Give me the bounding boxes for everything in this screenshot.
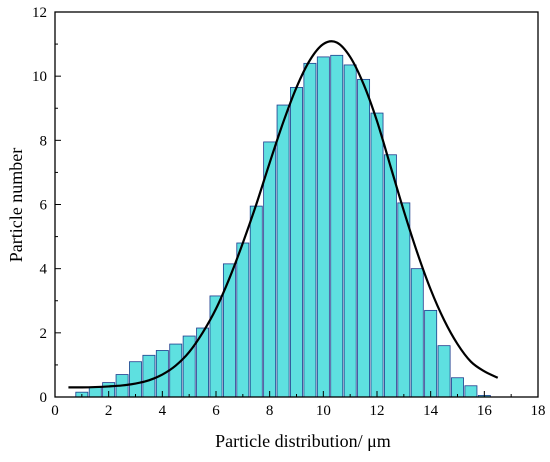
x-tick-label: 14 [423,403,439,419]
histogram-bar [397,202,411,398]
x-tick-label: 0 [51,403,59,419]
y-axis-ticks: 0 2 4 6 8 10 12 [32,5,61,406]
x-axis-ticks: 0 2 4 6 8 10 12 14 16 18 [51,391,546,419]
fit-curve [68,40,499,389]
histogram-bar [249,205,263,398]
histogram-bar [263,141,277,398]
histogram-bar [142,354,156,398]
histogram-bars [75,54,491,398]
histogram-bar [88,386,102,398]
y-tick-label: 8 [40,133,48,149]
histogram-bar [370,112,384,398]
histogram-bar [316,56,330,398]
histogram-bar [169,343,183,398]
y-tick-label: 4 [40,262,48,278]
histogram-bar [357,78,371,398]
histogram-bar [236,242,250,398]
histogram-bar [383,154,397,398]
histogram-bar [290,86,303,398]
x-tick-label: 4 [159,403,167,419]
y-axis-label: Particle number [6,148,26,262]
histogram-bar [424,309,438,398]
histogram-bar [343,64,357,398]
x-axis-label: Particle distribution/ μm [215,431,391,451]
y-tick-label: 6 [40,198,48,214]
x-tick-label: 16 [477,403,493,419]
histogram-bar [222,263,236,398]
x-tick-label: 18 [531,403,546,419]
y-tick-label: 0 [40,390,48,406]
histogram-bar [464,385,478,398]
y-tick-label: 2 [40,326,48,342]
x-tick-label: 6 [212,403,220,419]
x-tick-label: 12 [370,403,385,419]
histogram-bar [303,62,317,398]
histogram-bar [410,268,424,398]
y-tick-label: 10 [32,69,47,85]
x-tick-label: 10 [316,403,331,419]
x-tick-label: 8 [266,403,274,419]
histogram-bar [330,54,344,398]
histogram-bar [276,104,290,398]
histogram-bar [129,361,142,398]
histogram-bar [437,345,451,398]
x-tick-label: 2 [105,403,113,419]
y-tick-label: 12 [32,5,47,21]
